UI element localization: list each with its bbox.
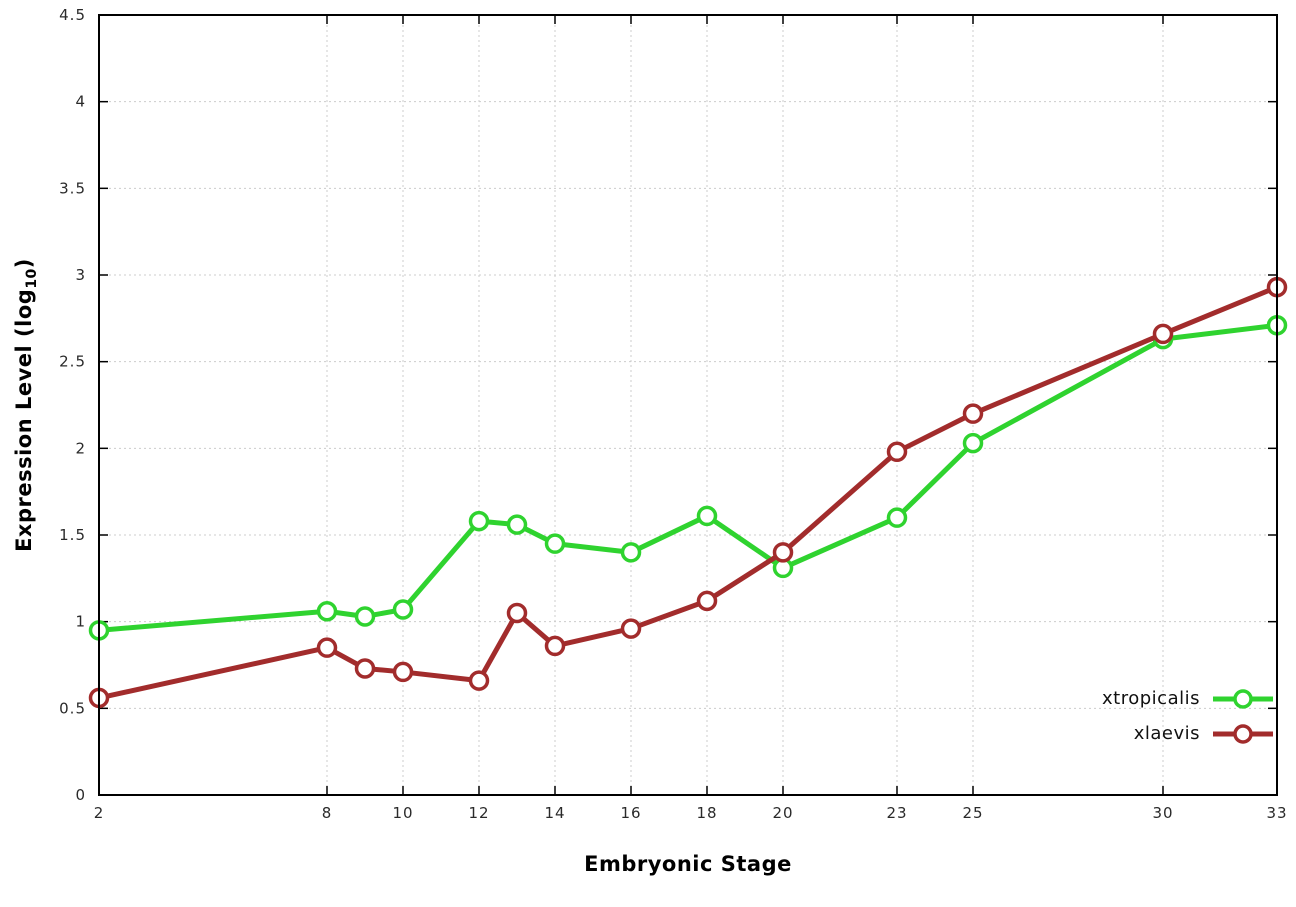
marker-xtropicalis <box>962 432 984 454</box>
marker-xtropicalis <box>468 510 490 532</box>
y-axis-label: Expression Level (log10) <box>12 258 40 552</box>
marker-xlaevis <box>1152 323 1174 345</box>
legend-item-xlaevis: xlaevis <box>1102 716 1274 751</box>
legend-label-xtropicalis: xtropicalis <box>1102 688 1200 709</box>
marker-xtropicalis <box>354 606 376 627</box>
svg-text:3: 3 <box>75 266 86 284</box>
svg-text:12: 12 <box>468 804 489 822</box>
marker-xtropicalis <box>696 505 718 527</box>
svg-text:3.5: 3.5 <box>59 179 86 197</box>
legend-label-xlaevis: xlaevis <box>1133 723 1200 744</box>
svg-text:1.5: 1.5 <box>59 526 86 544</box>
x-axis-label: Embryonic Stage <box>584 852 792 876</box>
svg-text:33: 33 <box>1266 804 1287 822</box>
marker-xlaevis <box>354 658 376 679</box>
marker-xlaevis <box>506 602 528 624</box>
marker-xlaevis <box>316 637 338 658</box>
marker-xlaevis <box>620 618 642 639</box>
svg-text:0.5: 0.5 <box>59 699 86 717</box>
marker-xtropicalis <box>316 601 338 622</box>
svg-text:25: 25 <box>962 804 983 822</box>
gridlines <box>98 14 1278 796</box>
series-line-xtropicalis <box>96 322 1280 633</box>
y-tick-labels: 0 0.5 1 1.5 2 2.5 3 3.5 4 4.5 <box>59 6 86 804</box>
svg-text:30: 30 <box>1152 804 1173 822</box>
marker-xtropicalis <box>886 507 908 528</box>
marker-xtropicalis <box>620 542 642 563</box>
marker-xlaevis <box>392 661 414 683</box>
legend-swatch-xtropicalis-icon <box>1213 688 1273 709</box>
plot-border <box>98 14 1278 796</box>
svg-text:8: 8 <box>322 804 333 822</box>
series-xtropicalis <box>88 315 1288 641</box>
marker-xtropicalis <box>506 514 528 535</box>
marker-xlaevis <box>886 441 908 463</box>
marker-xlaevis <box>468 670 490 691</box>
svg-text:14: 14 <box>544 804 565 822</box>
svg-text:18: 18 <box>696 804 717 822</box>
marker-xlaevis <box>962 403 984 424</box>
axis-ticks <box>98 14 1278 796</box>
series-line-xlaevis <box>96 284 1280 701</box>
marker-xlaevis <box>544 635 566 657</box>
svg-text:2: 2 <box>75 439 86 457</box>
legend: xtropicalis xlaevis <box>1102 681 1274 751</box>
svg-text:2.5: 2.5 <box>59 353 86 371</box>
legend-swatch-xlaevis-icon <box>1213 723 1273 744</box>
y-axis-label-close: ) <box>11 258 36 269</box>
svg-text:4.5: 4.5 <box>59 6 86 24</box>
svg-text:16: 16 <box>620 804 641 822</box>
x-tick-labels: 2 8 10 12 14 16 18 20 23 25 30 33 <box>94 804 1287 822</box>
series-xlaevis <box>88 276 1288 709</box>
marker-xtropicalis <box>544 533 566 554</box>
marker-xlaevis <box>772 542 794 563</box>
y-axis-label-subscript: 10 <box>24 268 41 289</box>
svg-text:4: 4 <box>75 93 86 111</box>
svg-text:20: 20 <box>772 804 793 822</box>
legend-item-xtropicalis: xtropicalis <box>1102 681 1274 716</box>
marker-xtropicalis <box>392 599 414 620</box>
svg-text:10: 10 <box>392 804 413 822</box>
svg-text:2: 2 <box>94 804 105 822</box>
svg-text:23: 23 <box>886 804 907 822</box>
svg-text:1: 1 <box>75 613 86 631</box>
svg-text:0: 0 <box>75 786 86 804</box>
marker-xlaevis <box>696 590 718 612</box>
y-axis-label-text: Expression Level (log <box>11 288 36 552</box>
